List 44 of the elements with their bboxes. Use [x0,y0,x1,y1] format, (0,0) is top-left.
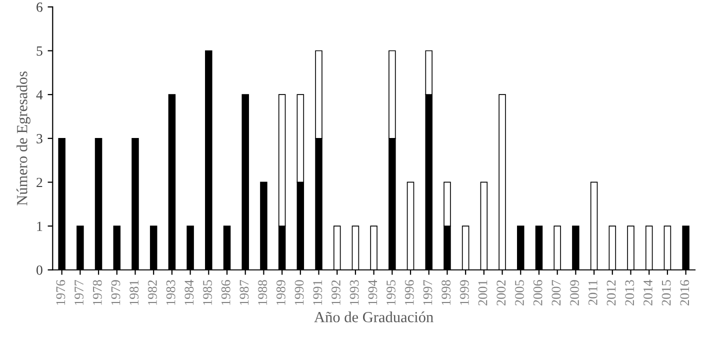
x-tick-label: 1991 [313,280,322,305]
y-tick-label: 1 [37,222,42,231]
x-tick-label: 2011 [588,280,598,305]
x-tick-label: 1989 [276,280,286,305]
x-tick-label: 1977 [74,280,84,305]
y-tick-label: 4 [36,90,43,100]
y-axis-title: Número de Egresados [16,72,30,206]
x-tick-label: 1984 [184,280,194,305]
x-tick-label: 1999 [460,280,469,305]
y-tick-label: 6 [36,2,43,12]
y-tick-label: 2 [36,178,42,188]
x-tick-label: 1982 [148,280,157,305]
x-tick-label: 1981 [130,280,139,305]
x-tick-label: 2013 [625,280,634,306]
x-tick-label: 1978 [92,280,102,305]
x-axis-title: Año de Graduación [314,312,434,322]
y-tick-label: 5 [36,46,42,56]
x-tick-label: 2016 [680,280,690,306]
x-tick-label: 1983 [166,280,176,305]
x-tick-label: 2006 [533,280,542,306]
x-tick-label: 1996 [404,280,414,305]
x-tick-label: 1993 [350,280,359,305]
x-tick-label: 1976 [56,280,66,305]
x-tick-label: 1988 [258,280,268,305]
x-tick-label: 1990 [294,280,304,305]
x-tick-label: 1998 [442,280,451,305]
x-tick-label: 1992 [332,280,340,305]
x-tick-label: 2012 [606,280,616,306]
x-tick-label: 1997 [423,280,432,305]
x-tick-label: 2015 [662,280,671,306]
x-tick-label: 1994 [368,280,378,305]
x-tick-label: 2001 [478,280,488,306]
y-tick-label: 0 [36,265,42,275]
x-tick-label: 2002 [496,280,506,306]
x-tick-label: 1979 [111,280,120,305]
x-tick-label: 1986 [221,280,230,305]
x-tick-label: 2009 [570,280,579,306]
x-tick-label: 2014 [644,280,652,306]
x-tick-label: 1985 [203,280,212,305]
y-tick-label: 3 [36,134,42,144]
x-tick-label: 2005 [515,280,524,306]
x-tick-label: 1987 [240,280,249,305]
x-tick-label: 1995 [386,280,396,305]
x-tick-label: 2007 [552,280,561,306]
